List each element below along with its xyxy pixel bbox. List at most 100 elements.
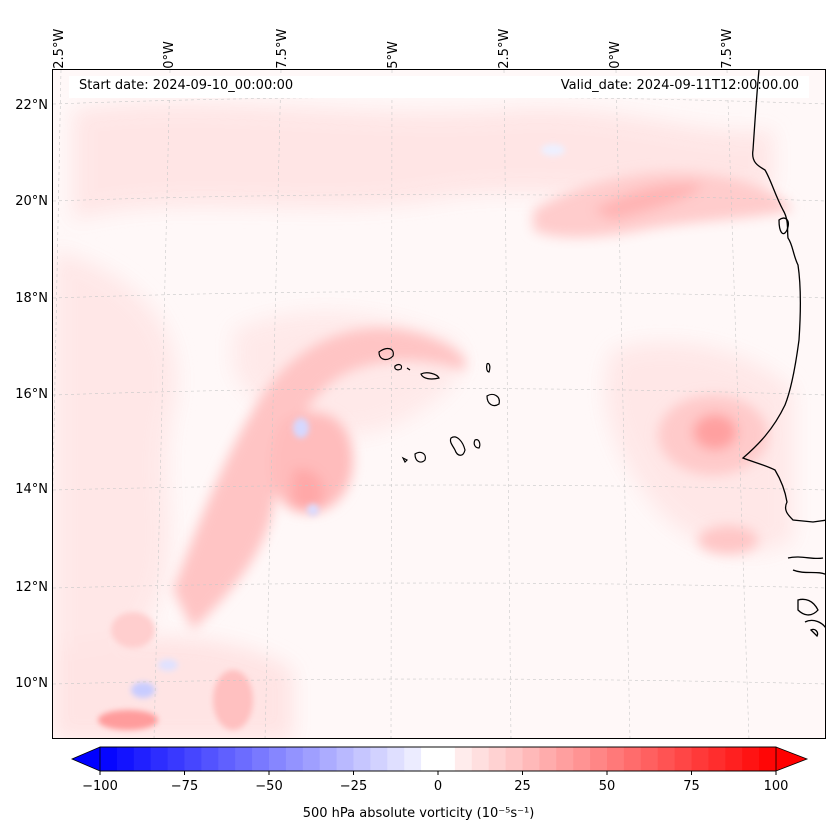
colorbar-bin [691, 747, 709, 771]
colorbar-tick-label: −25 [340, 779, 367, 794]
parallel-14n [53, 484, 825, 491]
colorbar-min-extension [72, 747, 100, 771]
colorbar-bin [607, 747, 625, 771]
graticule [53, 70, 825, 738]
colorbar-bin [353, 747, 371, 771]
colorbar-bin [133, 747, 152, 771]
island-santo-antao [378, 347, 394, 361]
vorticity-map[interactable]: Start date: 2024-09-10_00:00:00 Valid_da… [52, 69, 826, 739]
colorbar-bin [302, 747, 321, 771]
colorbar-bin [454, 747, 473, 771]
meridian-22-5w [503, 70, 512, 738]
vorticity-negative-1 [131, 682, 155, 698]
lat-label-22n: 22°N [15, 98, 48, 113]
vorticity-field [53, 102, 793, 738]
vorticity-east-max-inner [693, 414, 737, 450]
lat-label-18n: 18°N [15, 291, 48, 306]
colorbar-bin [150, 747, 168, 771]
colorbar-bin [184, 747, 202, 771]
colorbar-bin [116, 747, 135, 771]
colorbar-bin [674, 747, 692, 771]
island-boa-vista [486, 393, 500, 407]
colorbar-bin [573, 747, 591, 771]
colorbar-bin [370, 747, 388, 771]
vorticity-spot-south [291, 469, 324, 512]
meridian-17-5w [726, 70, 750, 738]
vorticity-negative-3 [307, 504, 319, 516]
colorbar-bin [590, 747, 608, 771]
vorticity-sw-streak-3 [111, 612, 155, 648]
colorbar-tick-label: 75 [683, 779, 700, 794]
vorticity-swirl-center [270, 412, 353, 513]
valid-date-label: Valid_date: 2024-09-11T12:00:00.00 [560, 78, 799, 93]
colorbar-bin [539, 747, 557, 771]
colorbar-max-extension [776, 747, 807, 771]
colorbar: −100 −75 −50 −25 0 25 50 75 100 [70, 746, 809, 794]
title-strip [69, 76, 809, 98]
colorbar-bin [285, 747, 304, 771]
colorbar-bin [167, 747, 185, 771]
colorbar-bin [319, 747, 337, 771]
coast-senegal-inlet [787, 556, 825, 575]
island-brava [401, 456, 409, 464]
colorbar-bin [640, 747, 659, 771]
coastlines [741, 70, 825, 638]
parallel-20n [53, 194, 825, 202]
colorbar-bin [201, 747, 219, 771]
colorbar-bin [556, 747, 574, 771]
cape-verde-islands [378, 347, 500, 464]
colorbar-tick-label: −100 [82, 779, 118, 794]
colorbar-bin [218, 747, 236, 771]
map-canvas [53, 70, 825, 738]
vorticity-negative-2 [293, 418, 309, 438]
lat-label-16n: 16°N [15, 387, 48, 402]
colorbar-tick-label: 50 [599, 779, 616, 794]
coast-guinea-islands [804, 619, 825, 638]
colorbar-bin [252, 747, 270, 771]
colorbar-bin [505, 747, 523, 771]
meridian-30w [153, 70, 171, 738]
vorticity-ne-core [593, 183, 703, 220]
colorbar-bins [100, 747, 777, 771]
colorbar-bin [438, 747, 456, 771]
vorticity-se-spot [698, 526, 758, 554]
island-sal [486, 362, 491, 373]
colorbar-bin [725, 747, 743, 771]
colorbar-bin [269, 747, 287, 771]
island-santiago [449, 436, 466, 456]
vorticity-negative-5 [541, 144, 565, 156]
parallel-22n [53, 96, 825, 105]
colorbar-tick-label: 100 [764, 779, 789, 794]
colorbar-ticks: −100 −75 −50 −25 0 25 50 75 100 [82, 771, 788, 794]
colorbar-tick-label: 0 [434, 779, 442, 794]
colorbar-bin [404, 747, 422, 771]
island-sao-nicolau [420, 372, 440, 380]
colorbar-tick-label: 25 [514, 779, 531, 794]
colorbar-bin [623, 747, 642, 771]
island-fogo [414, 451, 426, 463]
colorbar-bin [742, 747, 760, 771]
colorbar-bin [421, 747, 439, 771]
parallel-12n [53, 582, 825, 589]
colorbar-bin [235, 747, 253, 771]
parallel-18n [53, 291, 825, 299]
vorticity-arc [173, 328, 466, 630]
colorbar-bin [708, 747, 726, 771]
colorbar-label: 500 hPa absolute vorticity (10⁻⁵s⁻¹) [302, 806, 535, 821]
colorbar-bin [657, 747, 675, 771]
start-date-label: Start date: 2024-09-10_00:00:00 [79, 78, 294, 93]
coast-guinea-bissau [797, 598, 819, 616]
colorbar-bin [336, 747, 354, 771]
meridian-25w [390, 70, 393, 738]
island-sao-vicente [394, 363, 403, 371]
vorticity-sw-streak-1 [98, 710, 158, 730]
vorticity-sw-streak-2 [213, 670, 253, 730]
lat-label-12n: 12°N [15, 580, 48, 595]
colorbar-bin [100, 747, 118, 771]
coast-africa [741, 70, 825, 523]
vorticity-negative-4 [158, 659, 178, 671]
parallel-16n [53, 388, 825, 396]
lat-label-14n: 14°N [15, 482, 48, 497]
colorbar-tick-label: −75 [171, 779, 198, 794]
colorbar-bin [387, 747, 405, 771]
